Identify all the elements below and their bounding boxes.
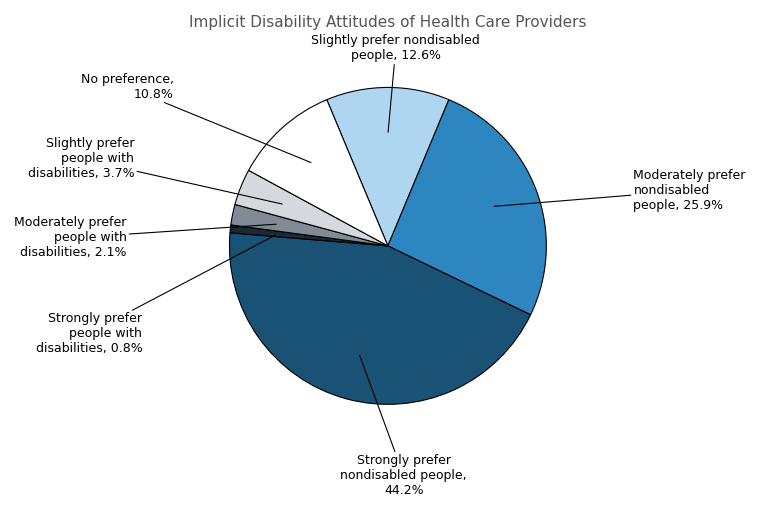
Wedge shape	[230, 233, 530, 404]
Wedge shape	[231, 204, 388, 246]
Wedge shape	[235, 170, 388, 246]
Text: Moderately prefer
people with
disabilities, 2.1%: Moderately prefer people with disabiliti…	[14, 217, 277, 260]
Wedge shape	[388, 100, 546, 315]
Wedge shape	[230, 225, 388, 246]
Text: Slightly prefer
people with
disabilities, 3.7%: Slightly prefer people with disabilities…	[27, 137, 282, 204]
Text: Moderately prefer
nondisabled
people, 25.9%: Moderately prefer nondisabled people, 25…	[494, 169, 746, 212]
Text: Strongly prefer
people with
disabilities, 0.8%: Strongly prefer people with disabilities…	[36, 235, 275, 354]
Title: Implicit Disability Attitudes of Health Care Providers: Implicit Disability Attitudes of Health …	[189, 15, 587, 30]
Text: Slightly prefer nondisabled
people, 12.6%: Slightly prefer nondisabled people, 12.6…	[312, 34, 480, 132]
Wedge shape	[249, 100, 388, 246]
Text: No preference,
10.8%: No preference, 10.8%	[81, 73, 311, 162]
Wedge shape	[327, 88, 449, 246]
Text: Strongly prefer
nondisabled people,
44.2%: Strongly prefer nondisabled people, 44.2…	[340, 355, 467, 497]
